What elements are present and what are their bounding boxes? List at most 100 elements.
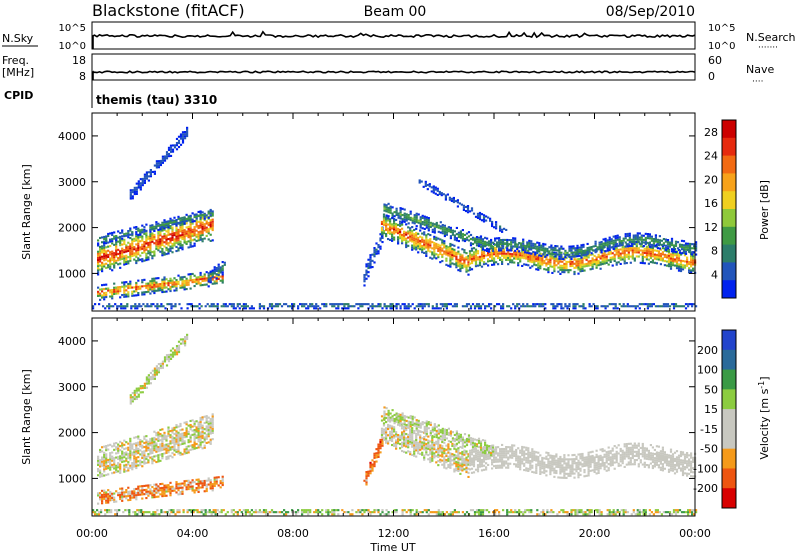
power-cell bbox=[467, 259, 470, 262]
power-cell bbox=[156, 307, 159, 310]
power-cell bbox=[407, 222, 410, 225]
velocity-cell bbox=[199, 416, 202, 419]
power-cell bbox=[186, 135, 189, 138]
power-cell bbox=[451, 229, 454, 232]
power-cell bbox=[556, 305, 559, 308]
power-cell bbox=[199, 230, 202, 233]
velocity-cell bbox=[133, 492, 136, 495]
power-cell bbox=[646, 237, 649, 240]
power-cell bbox=[413, 214, 416, 217]
velocity-cell bbox=[193, 422, 196, 425]
velocity-cell bbox=[129, 402, 132, 405]
power-cell bbox=[236, 303, 239, 306]
power-cell bbox=[463, 265, 466, 268]
power-cell bbox=[667, 265, 671, 268]
power-cell bbox=[109, 238, 112, 241]
power-cell bbox=[625, 253, 628, 256]
velocity-cell bbox=[433, 446, 436, 449]
velocity-cell bbox=[211, 487, 214, 490]
velocity-cell bbox=[379, 441, 382, 444]
velocity-cell bbox=[131, 464, 134, 467]
power-cell bbox=[195, 235, 198, 238]
power-cell bbox=[105, 256, 108, 259]
velocity-cell bbox=[377, 449, 380, 452]
power-cell bbox=[349, 305, 352, 308]
power-cell bbox=[425, 303, 428, 306]
power-cell bbox=[380, 235, 384, 238]
power-cell bbox=[199, 218, 202, 221]
power-cell bbox=[115, 241, 118, 244]
power-cell bbox=[497, 263, 500, 266]
velocity-cell bbox=[167, 447, 170, 450]
power-cell bbox=[581, 267, 584, 270]
power-cell bbox=[617, 248, 620, 251]
velocity-cell bbox=[369, 461, 372, 464]
power-cell bbox=[541, 263, 544, 266]
power-cell bbox=[469, 238, 473, 241]
power-cell bbox=[159, 285, 162, 288]
power-cell bbox=[644, 241, 647, 244]
power-cell bbox=[684, 246, 688, 249]
velocity-cell bbox=[129, 398, 132, 401]
power-cell bbox=[532, 244, 535, 247]
power-cell bbox=[547, 267, 550, 270]
power-cell bbox=[197, 220, 200, 223]
velocity-cell bbox=[151, 496, 154, 499]
power-cell bbox=[387, 305, 390, 308]
velocity-cell bbox=[117, 457, 120, 460]
velocity-cell bbox=[413, 446, 416, 449]
power-cell bbox=[630, 305, 633, 308]
power-cell bbox=[532, 251, 535, 254]
power-cell bbox=[626, 232, 629, 235]
power-cell bbox=[207, 272, 210, 275]
power-cell bbox=[391, 225, 394, 228]
power-cell bbox=[211, 275, 214, 278]
velocity-cell bbox=[403, 450, 406, 453]
power-cell bbox=[470, 247, 474, 250]
power-cell bbox=[181, 278, 184, 281]
power-cell bbox=[193, 216, 196, 219]
power-cell bbox=[505, 252, 508, 255]
power-cell bbox=[393, 224, 396, 227]
power-cell bbox=[203, 217, 206, 220]
power-cell bbox=[311, 305, 314, 308]
velocity-cell bbox=[425, 447, 428, 450]
velocity-cell bbox=[427, 454, 430, 457]
power-cell bbox=[175, 281, 178, 284]
power-cell bbox=[373, 249, 376, 252]
power-cell bbox=[465, 303, 469, 306]
power-cell bbox=[189, 275, 192, 278]
power-cell bbox=[670, 237, 674, 240]
power-cell bbox=[591, 261, 594, 264]
power-cell bbox=[486, 249, 489, 252]
velocity-cell bbox=[159, 364, 162, 367]
power-cell bbox=[476, 212, 480, 215]
velocity-cell bbox=[177, 431, 180, 434]
power-cell bbox=[361, 305, 364, 308]
velocity-cell bbox=[433, 435, 436, 438]
velocity-cell bbox=[163, 358, 167, 361]
power-cell bbox=[99, 236, 102, 239]
power-cell bbox=[183, 218, 186, 221]
velocity-cell bbox=[127, 490, 130, 493]
power-cell bbox=[137, 244, 140, 247]
power-cell bbox=[415, 225, 418, 228]
power-cell bbox=[393, 220, 396, 223]
power-cell bbox=[493, 251, 496, 254]
power-cell bbox=[97, 243, 100, 246]
velocity-cell bbox=[431, 451, 434, 454]
velocity-cell bbox=[159, 449, 162, 452]
power-cell bbox=[177, 146, 181, 149]
power-cell bbox=[411, 219, 414, 222]
power-cell bbox=[488, 242, 491, 245]
velocity-cell bbox=[169, 448, 172, 451]
power-cell bbox=[490, 303, 493, 306]
power-cell bbox=[119, 232, 122, 235]
power-cell bbox=[337, 305, 340, 308]
power-cell bbox=[179, 224, 182, 227]
power-cell bbox=[117, 230, 120, 233]
power-cell bbox=[433, 256, 436, 259]
velocity-cell bbox=[169, 454, 172, 457]
velocity-cell bbox=[197, 478, 200, 481]
power-cell bbox=[109, 267, 112, 270]
